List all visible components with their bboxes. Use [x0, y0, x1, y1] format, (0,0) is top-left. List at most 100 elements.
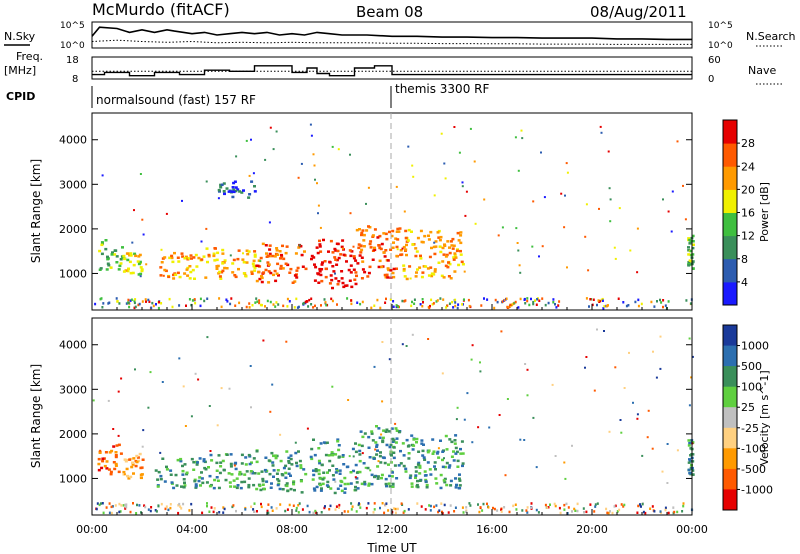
echo-region-5: [255, 242, 308, 284]
y-tick-label: 1000: [59, 267, 87, 280]
y-tick-label: 4000: [59, 339, 87, 352]
colorbar-swatch: [723, 427, 737, 449]
colorbar-tick-label: 20: [741, 183, 755, 196]
cpid-segment-2: themis 3300 RF: [395, 82, 489, 96]
colorbar-swatch: [723, 468, 737, 490]
frequency-series-solid: [92, 65, 692, 77]
nave-right-tick-top: 60: [708, 55, 721, 66]
frequency-series-lines: [92, 65, 692, 77]
power-x-ticks: [91, 304, 693, 310]
echo-region-8: [399, 434, 465, 490]
echo-region-5: [255, 449, 308, 494]
power-y-axis: 1000 2000 3000 4000: [59, 134, 692, 280]
colorbar-swatch: [723, 345, 737, 367]
date-label: 08/Aug/2011: [590, 3, 687, 21]
power-heatmap-data: [94, 123, 695, 310]
echo-region-1: [97, 443, 123, 476]
colorbar-tick-label: 16: [741, 207, 755, 220]
near-range-speckle: [94, 297, 693, 310]
echo-region-6: [310, 238, 358, 290]
colorbar-tick-label: 500: [741, 360, 762, 373]
colorbar-tick-label: -100: [741, 442, 766, 455]
echo-region-7: [355, 225, 403, 280]
x-tick-label: 08:00: [276, 523, 308, 536]
echo-region-2: [122, 452, 145, 480]
colorbar-tick-label: -500: [741, 463, 766, 476]
colorbar-tick-label: -1000: [741, 483, 773, 496]
x-axis-label: Time UT: [366, 541, 417, 554]
velocity-ylabel: Slant Range [km]: [29, 364, 43, 468]
y-tick-label: 1000: [59, 472, 87, 485]
velocity-colorbar-label: Velocity [m s^-1]: [758, 370, 771, 465]
noise-right-tick-bottom: 10^0: [708, 41, 733, 51]
cpid-label: CPID: [6, 90, 35, 103]
colorbar-tick-label: -25: [741, 422, 759, 435]
frequency-panel: Freq. [MHz] 18 8 60 0 Nave: [4, 50, 782, 85]
velocity-y-axis: 1000 2000 3000 4000: [59, 339, 692, 485]
echo-region-3: [159, 251, 208, 280]
sparse-scatter: [101, 123, 687, 280]
nave-right-tick-bottom: 0: [708, 74, 714, 85]
x-tick-label: 12:00: [376, 523, 408, 536]
noise-left-tick-bottom: 10^0: [60, 41, 85, 51]
cpid-segment-1: normalsound (fast) 157 RF: [96, 93, 256, 107]
noise-left-label: N.Sky: [4, 30, 36, 43]
colorbar-swatch: [723, 258, 737, 283]
colorbar-tick-label: 25: [741, 401, 755, 414]
noise-right-tick-top: 10^5: [708, 21, 733, 31]
x-tick-label: 04:00: [176, 523, 208, 536]
colorbar-tick-label: 12: [741, 230, 755, 243]
echo-region-9: [217, 180, 257, 199]
freq-left-tick-top: 18: [66, 55, 79, 66]
colorbar-swatch: [723, 386, 737, 408]
near-range-speckle: [95, 502, 694, 515]
y-tick-label: 3000: [59, 383, 87, 396]
echo-region-8: [399, 228, 465, 281]
colorbar-tick-label: 100: [741, 381, 762, 394]
colorbar-swatch: [723, 166, 737, 190]
y-tick-label: 2000: [59, 428, 87, 441]
y-tick-label: 4000: [59, 134, 87, 147]
y-tick-label: 3000: [59, 178, 87, 191]
velocity-panel: 1000 2000 3000 4000 Slant Range [km] 00:00 0…: [29, 317, 773, 554]
velocity-heatmap-data: [92, 328, 695, 515]
echo-region-3: [154, 457, 208, 490]
colorbar-swatch: [723, 407, 737, 429]
colorbar-swatch: [723, 120, 737, 144]
noise-left-tick-top: 10^5: [60, 21, 85, 31]
noise-series-solid: [91, 26, 692, 41]
colorbar-swatch: [723, 281, 737, 306]
power-colorbar: 4 8 12 16 20 24 28: [722, 119, 755, 306]
x-tick-label: 00:00: [76, 523, 108, 536]
echo-region-9: [687, 439, 695, 476]
echo-region-10: [687, 234, 695, 270]
power-colorbar-label: Power [dB]: [758, 182, 771, 242]
beam-label: Beam 08: [356, 3, 423, 21]
echo-region-2: [122, 252, 144, 276]
colorbar-frame: [722, 324, 738, 511]
noise-series-dotted: [91, 39, 692, 45]
nave-right-label: Nave: [748, 64, 776, 77]
colorbar-tick-label: 1000: [741, 340, 769, 353]
colorbar-swatch: [723, 143, 737, 167]
colorbar-swatch: [723, 448, 737, 470]
echo-region-1: [98, 239, 125, 271]
y-tick-label: 2000: [59, 223, 87, 236]
colorbar-tick-label: 8: [741, 253, 748, 266]
colorbar-swatch: [723, 366, 737, 388]
colorbar-swatch: [723, 489, 737, 511]
colorbar-swatch: [723, 235, 737, 260]
station-title: McMurdo (fitACF): [92, 0, 230, 19]
power-panel: 1000 2000 3000 4000 Slant Range [km] 4 8 12 16…: [29, 112, 771, 311]
noise-series-lines: [91, 26, 692, 45]
echo-region-4: [205, 453, 257, 490]
echo-region-7: [354, 425, 402, 490]
x-tick-label: 16:00: [476, 523, 508, 536]
x-tick-label: 00:00: [676, 523, 708, 536]
noise-right-label: N.Search: [746, 30, 796, 43]
velocity-colorbar: 1000 500 100 25 -25 -100 -500 -1000: [722, 324, 773, 511]
freq-left-label: Freq.: [16, 50, 43, 63]
colorbar-tick-label: 28: [741, 137, 755, 150]
echo-region-6: [309, 438, 358, 495]
